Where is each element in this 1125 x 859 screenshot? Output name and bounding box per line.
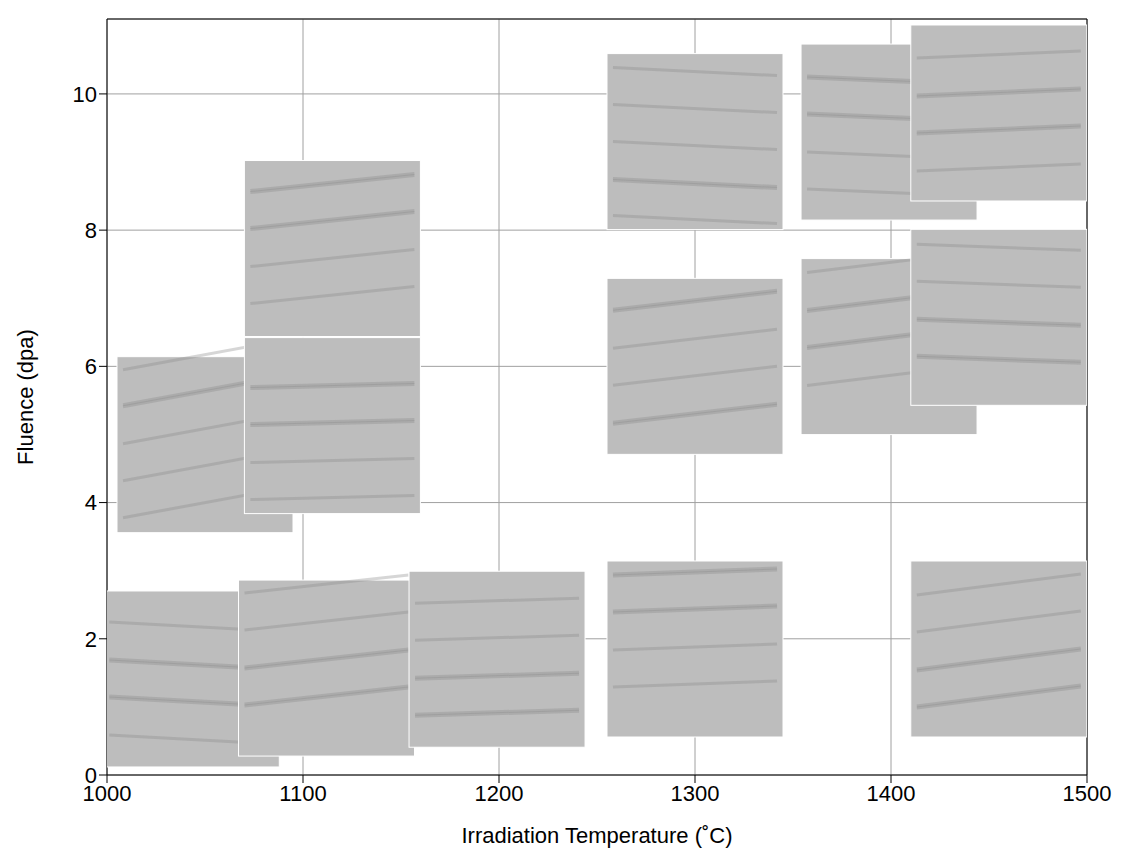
svg-text:2: 2 <box>85 627 97 652</box>
svg-text:Irradiation Temperature (˚C): Irradiation Temperature (˚C) <box>461 823 732 848</box>
svg-text:4: 4 <box>85 490 97 515</box>
svg-text:1400: 1400 <box>867 781 916 806</box>
svg-text:1100: 1100 <box>279 781 326 806</box>
svg-text:6: 6 <box>85 354 97 379</box>
svg-text:1300: 1300 <box>671 781 720 806</box>
svg-text:0: 0 <box>85 763 97 788</box>
svg-text:10: 10 <box>73 82 97 107</box>
svg-text:1000: 1000 <box>82 780 132 806</box>
svg-text:1200: 1200 <box>475 781 524 806</box>
svg-text:1500: 1500 <box>1063 781 1112 806</box>
svg-text:8: 8 <box>85 218 97 243</box>
svg-text:Fluence (dpa): Fluence (dpa) <box>13 329 38 465</box>
